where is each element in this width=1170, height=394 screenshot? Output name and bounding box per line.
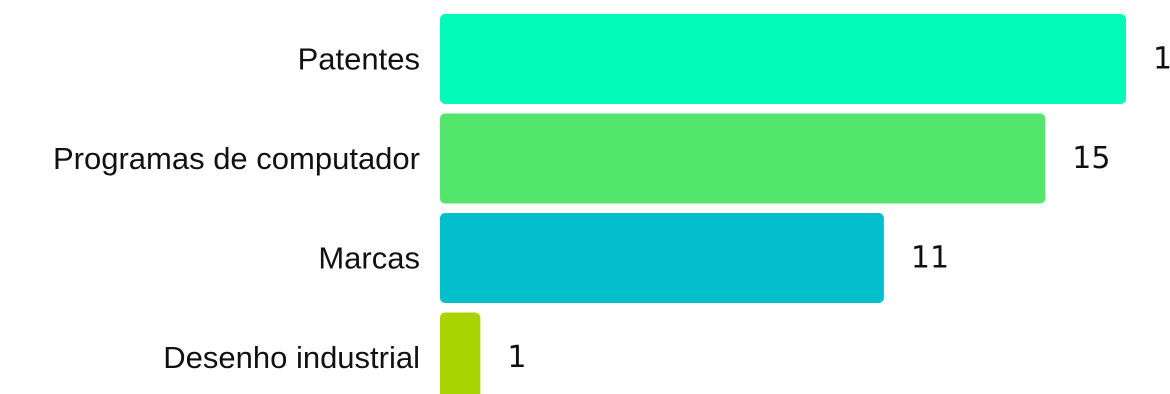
value-label-4: 1	[507, 340, 526, 375]
bar-1	[440, 14, 1126, 104]
category-label-4: Desenho industrial	[163, 340, 420, 375]
category-labels-group: Patentes Programas de computador Marcas Des…	[53, 42, 420, 376]
bar-4	[440, 312, 481, 394]
category-label-3: Marcas	[318, 241, 420, 276]
category-label-1: Patentes	[298, 42, 420, 77]
value-labels-group: 1715111	[507, 42, 1170, 376]
value-label-2: 15	[1072, 141, 1110, 176]
bars-group	[440, 14, 1126, 394]
bar-2	[440, 113, 1046, 204]
value-label-3: 11	[911, 241, 949, 276]
category-label-2: Programas de computador	[53, 141, 420, 176]
bar-3	[440, 213, 884, 303]
value-label-1: 17	[1153, 42, 1170, 77]
